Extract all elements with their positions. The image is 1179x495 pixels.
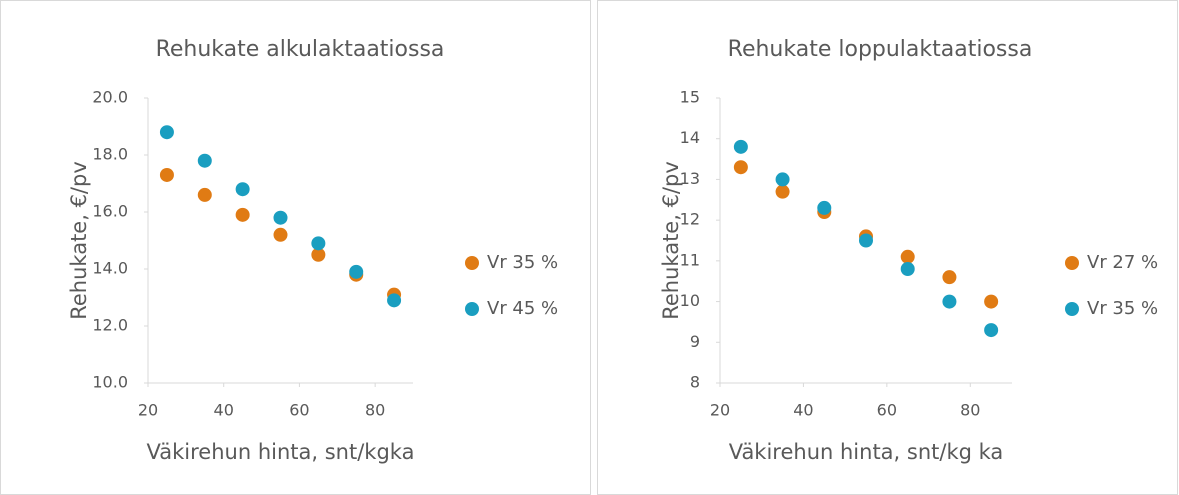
point <box>900 262 915 276</box>
point <box>775 184 790 199</box>
point <box>235 207 250 222</box>
x-axis-label: Väkirehun hinta, snt/kgka <box>147 440 415 464</box>
y-tick-label: 13 <box>680 169 700 188</box>
x-tick-label: 40 <box>214 401 234 420</box>
point <box>235 182 250 197</box>
legend-label: Vr 35 % <box>1087 298 1158 319</box>
panel <box>0 0 591 495</box>
point <box>859 233 873 248</box>
point <box>900 249 915 264</box>
point <box>817 200 832 215</box>
x-tick-label: 20 <box>710 401 730 420</box>
point <box>349 264 364 279</box>
y-tick-label: 20.0 <box>92 88 128 107</box>
point <box>984 323 999 338</box>
point <box>159 125 174 140</box>
y-tick-label: 12.0 <box>92 316 128 335</box>
point <box>159 167 174 182</box>
y-tick-label: 8 <box>690 373 700 392</box>
legend-marker <box>465 302 479 316</box>
x-tick-label: 40 <box>793 401 813 420</box>
legend-label: Vr 27 % <box>1087 252 1158 273</box>
legend-label: Vr 45 % <box>487 298 558 319</box>
y-axis-label: Rehukate, €/pv <box>67 161 91 320</box>
point <box>311 236 326 251</box>
y-tick-label: 18.0 <box>92 145 128 164</box>
chart-title: Rehukate alkulaktaatiossa <box>156 37 445 62</box>
legend-marker <box>465 256 479 270</box>
point <box>387 293 402 308</box>
x-tick-label: 80 <box>365 401 385 420</box>
y-tick-label: 12 <box>680 210 700 229</box>
legend-marker <box>1065 302 1079 316</box>
point <box>775 172 790 187</box>
panel <box>597 0 1178 495</box>
x-tick-label: 80 <box>960 401 980 420</box>
legend-label: Vr 35 % <box>487 252 558 273</box>
point <box>942 270 957 285</box>
y-tick-label: 15 <box>680 88 700 107</box>
y-tick-label: 9 <box>690 332 700 351</box>
point <box>273 210 288 225</box>
point <box>942 294 957 309</box>
x-tick-label: 20 <box>138 401 158 420</box>
y-tick-label: 10.0 <box>92 373 128 392</box>
legend-marker <box>1065 256 1079 270</box>
y-axis-label: Rehukate, €/pv <box>659 161 683 320</box>
point <box>733 139 748 154</box>
x-tick-label: 60 <box>289 401 309 420</box>
point <box>197 187 212 202</box>
x-axis-label: Väkirehun hinta, snt/kg ka <box>729 440 1004 464</box>
point <box>733 160 748 175</box>
y-tick-label: 14.0 <box>92 259 128 278</box>
point <box>197 153 212 168</box>
chart-title: Rehukate loppulaktaatiossa <box>728 37 1033 62</box>
y-tick-label: 14 <box>680 128 700 147</box>
y-tick-label: 11 <box>680 250 700 269</box>
y-tick-label: 16.0 <box>92 202 128 221</box>
point <box>311 247 326 262</box>
point <box>984 294 999 309</box>
point <box>273 227 288 242</box>
x-tick-label: 60 <box>877 401 897 420</box>
y-tick-label: 10 <box>680 291 700 310</box>
